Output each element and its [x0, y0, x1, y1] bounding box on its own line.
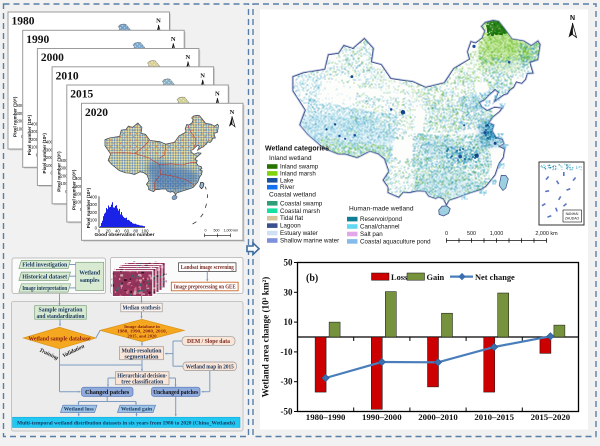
- svg-text:Coastal swamp: Coastal swamp: [280, 200, 323, 207]
- svg-text:2015, and 2020: 2015, and 2020: [127, 333, 157, 338]
- svg-text:Hierarchical decision-: Hierarchical decision-: [117, 373, 167, 379]
- svg-text:0: 0: [445, 231, 448, 237]
- svg-text:N: N: [156, 18, 161, 25]
- svg-text:1990–2000: 1990–2000: [362, 412, 402, 422]
- svg-text:500: 500: [467, 231, 476, 237]
- svg-text:Multi-temporal wetland distrib: Multi-temporal wetland distribution data…: [17, 419, 235, 426]
- svg-text:Loss: Loss: [391, 273, 408, 282]
- svg-text:1,000: 1,000: [490, 231, 504, 237]
- svg-text:samples: samples: [80, 278, 100, 284]
- svg-text:Lagoon: Lagoon: [280, 223, 301, 230]
- svg-text:N: N: [570, 15, 575, 22]
- svg-text:Multi-resolution: Multi-resolution: [122, 348, 163, 354]
- svg-text:2,000 km: 2,000 km: [535, 231, 558, 237]
- svg-text:N: N: [230, 109, 235, 116]
- svg-text:2000: 2000: [41, 52, 64, 64]
- svg-text:Wetland loss: Wetland loss: [64, 406, 95, 412]
- svg-text:River: River: [280, 184, 294, 191]
- svg-text:Changed patches: Changed patches: [85, 390, 130, 396]
- svg-text:30: 30: [284, 287, 294, 297]
- svg-text:Wetland area change (10³ km²): Wetland area change (10³ km²): [261, 277, 271, 398]
- svg-text:Coastal aquaculture pond: Coastal aquaculture pond: [360, 238, 431, 245]
- svg-text:Landsat image screening: Landsat image screening: [181, 265, 234, 271]
- svg-text:300: 300: [90, 202, 98, 207]
- svg-text:2010: 2010: [56, 70, 79, 82]
- svg-text:200: 200: [90, 210, 98, 215]
- svg-text:N: N: [215, 91, 220, 98]
- svg-text:2020: 2020: [85, 107, 108, 119]
- svg-text:and standardization: and standardization: [37, 314, 86, 320]
- svg-text:Unchanged patches: Unchanged patches: [153, 390, 199, 396]
- svg-text:N: N: [200, 72, 205, 79]
- svg-text:Wetland: Wetland: [79, 271, 101, 277]
- svg-text:1,000 km: 1,000 km: [224, 228, 239, 232]
- svg-text:1990: 1990: [26, 34, 49, 46]
- svg-text:Wetland categories: Wetland categories: [265, 146, 329, 153]
- svg-text:Inland wetland: Inland wetland: [269, 155, 312, 162]
- svg-text:(b): (b): [306, 273, 318, 284]
- svg-text:Image preprocessing on GEE: Image preprocessing on GEE: [174, 285, 236, 291]
- svg-text:Coastal marsh: Coastal marsh: [280, 208, 320, 215]
- svg-text:-30: -30: [281, 377, 293, 387]
- svg-text:ZHUDAO: ZHUDAO: [565, 217, 580, 221]
- svg-text:Good observation number: Good observation number: [95, 232, 155, 238]
- svg-text:1980–1990: 1980–1990: [306, 412, 346, 422]
- svg-text:50: 50: [284, 258, 294, 268]
- svg-text:10: 10: [284, 317, 294, 327]
- svg-text:400: 400: [90, 194, 98, 199]
- svg-text:2010–2015: 2010–2015: [474, 412, 514, 422]
- svg-text:N: N: [171, 36, 176, 43]
- svg-text:Net change: Net change: [475, 273, 515, 282]
- svg-text:Shallow marine water: Shallow marine water: [280, 238, 339, 245]
- svg-text:Gain: Gain: [427, 273, 445, 282]
- svg-text:Field investigation: Field investigation: [22, 263, 68, 269]
- svg-text:Human-made wetland: Human-made wetland: [349, 206, 414, 213]
- svg-text:0: 0: [205, 228, 207, 232]
- svg-text:Median synthesis: Median synthesis: [123, 306, 162, 312]
- svg-text:Sample migration: Sample migration: [39, 308, 84, 314]
- svg-text:Coastal wetland: Coastal wetland: [269, 191, 316, 198]
- svg-text:Salt pan: Salt pan: [360, 231, 383, 238]
- svg-text:2000–2010: 2000–2010: [418, 412, 458, 422]
- svg-text:segmentation: segmentation: [125, 355, 160, 361]
- svg-text:Image interpretation: Image interpretation: [22, 286, 68, 292]
- svg-text:tree classification: tree classification: [121, 380, 164, 386]
- svg-text:N: N: [186, 54, 191, 61]
- svg-text:Tidal flat: Tidal flat: [280, 215, 303, 222]
- svg-text:2015: 2015: [70, 89, 93, 101]
- svg-text:2015–2020: 2015–2020: [531, 412, 571, 422]
- svg-text:Wetland sample database: Wetland sample database: [29, 336, 91, 342]
- svg-text:Estuary water: Estuary water: [280, 230, 318, 237]
- svg-text:500: 500: [214, 228, 220, 232]
- svg-text:Canal/channel: Canal/channel: [360, 224, 400, 231]
- svg-text:100: 100: [90, 218, 98, 223]
- svg-text:Wetland gain: Wetland gain: [121, 406, 153, 412]
- svg-text:DEM / Slope data: DEM / Slope data: [187, 339, 230, 345]
- svg-text:-10: -10: [281, 347, 293, 357]
- svg-text:Wetland map in 2015: Wetland map in 2015: [186, 364, 234, 370]
- svg-text:Historical dataset: Historical dataset: [22, 274, 67, 280]
- svg-text:Reservoir/pond: Reservoir/pond: [360, 216, 403, 223]
- svg-text:-50: -50: [281, 407, 293, 417]
- svg-text:NANHAI: NANHAI: [566, 212, 579, 216]
- svg-text:1980: 1980: [12, 16, 35, 28]
